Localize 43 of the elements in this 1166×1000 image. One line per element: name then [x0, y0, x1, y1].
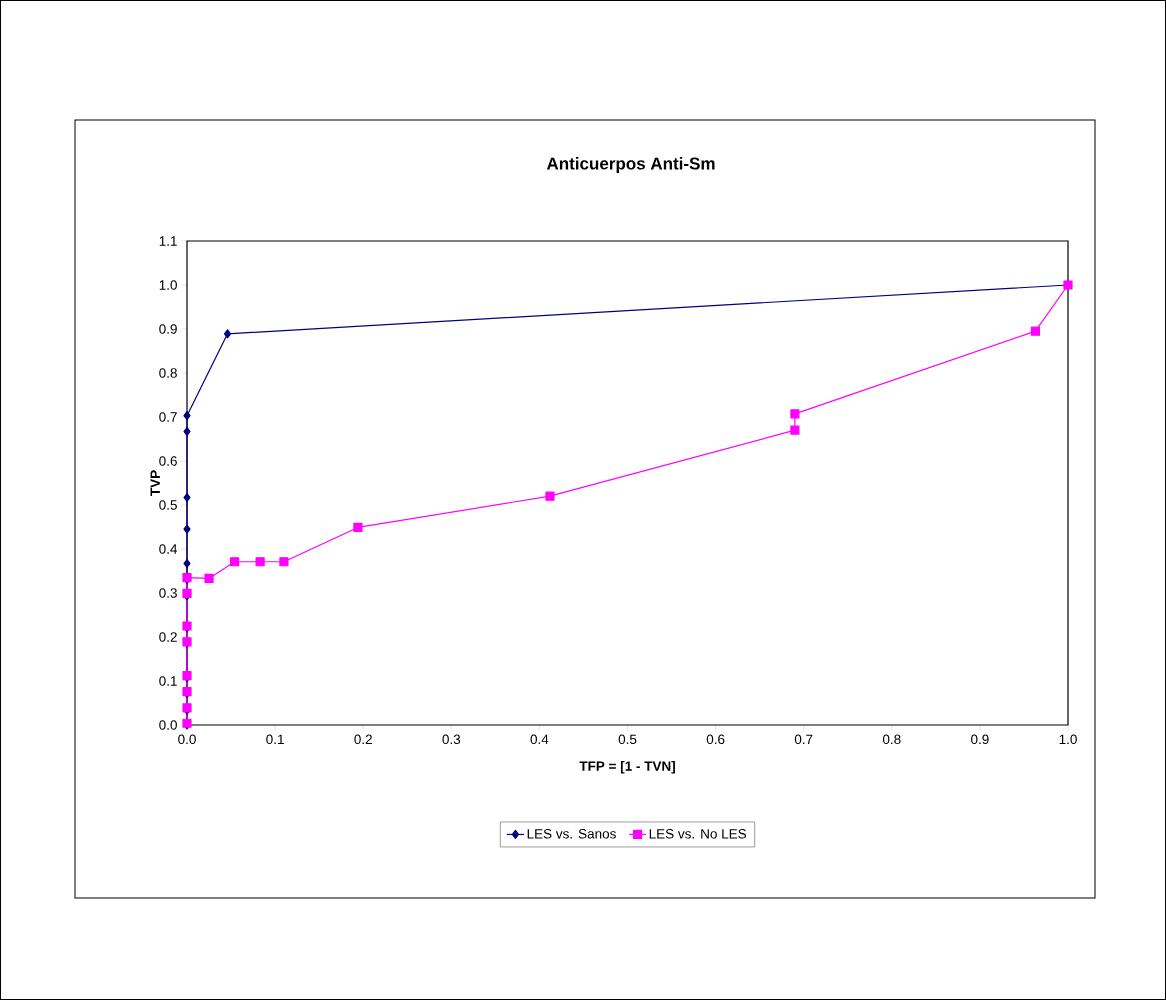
x-tick-label: 0.1	[266, 734, 284, 745]
y-tick-label: 0.6	[159, 456, 177, 466]
point	[353, 522, 363, 533]
y-axis-title: TVP	[150, 470, 160, 496]
x-tick-label: 0.6	[706, 734, 725, 745]
legend-label: LES vs. Sanos	[527, 828, 616, 839]
x-tick-label: 1.0	[1059, 734, 1077, 745]
point	[183, 558, 191, 569]
x-tick-label: 0.8	[882, 734, 901, 745]
y-tick-label: 1.0	[159, 280, 177, 290]
point	[1030, 326, 1041, 336]
point	[279, 557, 289, 567]
point	[204, 573, 214, 584]
point	[255, 557, 265, 567]
point	[790, 409, 800, 419]
y-tick-label: 0.2	[159, 632, 177, 642]
point	[183, 524, 191, 534]
point	[183, 492, 191, 503]
legend-label: LES vs. No LES	[649, 828, 747, 839]
y-tick-label: 0.1	[159, 676, 177, 686]
x-tick-label: 0.5	[618, 734, 637, 745]
x-axis-title: TFP = [1 - TVN]	[579, 760, 675, 774]
y-tick-label: 0.8	[159, 368, 177, 378]
point	[223, 329, 232, 339]
y-tick-label: 0.4	[159, 544, 178, 554]
y-tick-label: 1.1	[159, 236, 177, 246]
point	[790, 425, 800, 435]
x-tick-label: 0.9	[971, 734, 989, 745]
y-tick-label: 0.7	[159, 412, 177, 422]
y-tick-label: 0.9	[159, 324, 177, 334]
x-tick-label: 0.4	[530, 734, 549, 745]
x-tick-label: 0.3	[442, 734, 461, 745]
x-tick-label: 0.2	[354, 734, 372, 745]
point	[183, 411, 191, 421]
y-tick-label: 0.5	[159, 500, 177, 510]
y-tick-label: 0.3	[159, 588, 177, 598]
point	[183, 426, 191, 437]
x-tick-label: 0.7	[794, 734, 813, 745]
point	[545, 491, 555, 501]
point	[229, 557, 240, 567]
y-tick-label: 0.0	[159, 720, 177, 730]
x-tick-label: 0.0	[178, 734, 196, 745]
chart-title: Anticuerpos Anti-Sm	[546, 157, 715, 173]
